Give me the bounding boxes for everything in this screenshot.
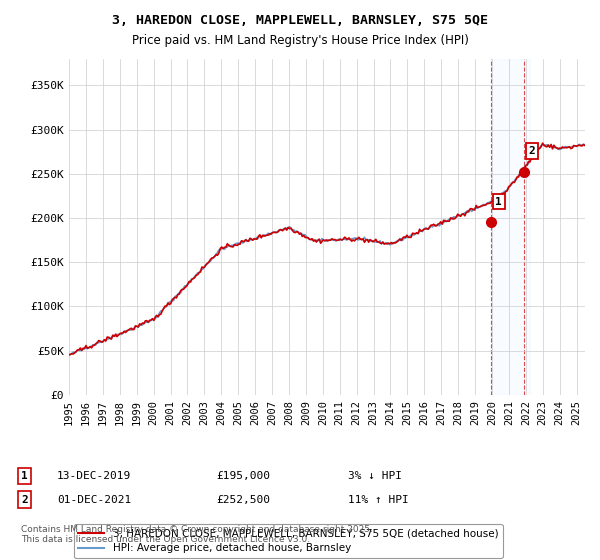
Text: 1: 1: [21, 471, 28, 481]
Text: 3% ↓ HPI: 3% ↓ HPI: [348, 471, 402, 481]
Text: 01-DEC-2021: 01-DEC-2021: [57, 494, 131, 505]
Text: Price paid vs. HM Land Registry's House Price Index (HPI): Price paid vs. HM Land Registry's House …: [131, 34, 469, 46]
Legend: 3, HAREDON CLOSE, MAPPLEWELL, BARNSLEY, S75 5QE (detached house), HPI: Average p: 3, HAREDON CLOSE, MAPPLEWELL, BARNSLEY, …: [74, 524, 503, 558]
Text: 2: 2: [529, 146, 535, 156]
Bar: [491, 59, 530, 395]
Text: Contains HM Land Registry data © Crown copyright and database right 2025.
This d: Contains HM Land Registry data © Crown c…: [21, 525, 373, 544]
Text: £252,500: £252,500: [216, 494, 270, 505]
Text: 2: 2: [21, 494, 28, 505]
Text: 1: 1: [496, 197, 502, 207]
Text: 3, HAREDON CLOSE, MAPPLEWELL, BARNSLEY, S75 5QE: 3, HAREDON CLOSE, MAPPLEWELL, BARNSLEY, …: [112, 14, 488, 27]
Text: 13-DEC-2019: 13-DEC-2019: [57, 471, 131, 481]
Text: 11% ↑ HPI: 11% ↑ HPI: [348, 494, 409, 505]
Text: £195,000: £195,000: [216, 471, 270, 481]
